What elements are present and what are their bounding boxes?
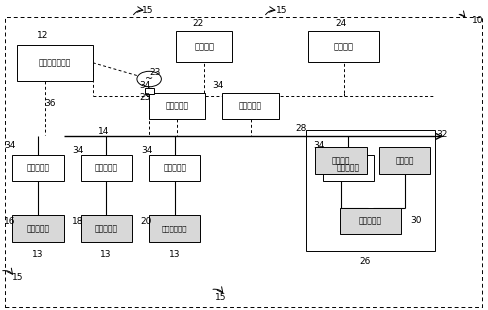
Text: 20: 20 xyxy=(141,217,152,226)
Bar xyxy=(81,155,132,181)
Text: 电解装置: 电解装置 xyxy=(331,156,349,165)
Text: 12: 12 xyxy=(37,31,48,40)
Bar xyxy=(322,155,373,181)
Text: 13: 13 xyxy=(100,250,112,259)
Text: 15: 15 xyxy=(12,273,24,282)
Text: 34: 34 xyxy=(4,141,15,150)
Text: 14: 14 xyxy=(98,127,109,136)
Bar xyxy=(339,208,400,234)
Text: 15: 15 xyxy=(215,293,226,302)
Bar xyxy=(12,215,63,242)
Text: 工业负载: 工业负载 xyxy=(194,42,214,51)
Text: 25: 25 xyxy=(139,93,150,102)
Text: 18: 18 xyxy=(72,217,84,226)
Text: 氢存储装置: 氢存储装置 xyxy=(358,216,381,225)
Text: 13: 13 xyxy=(168,250,180,259)
Text: 28: 28 xyxy=(295,124,306,133)
Bar xyxy=(81,215,132,242)
Text: 32: 32 xyxy=(436,130,447,140)
Text: 10: 10 xyxy=(471,16,483,25)
Text: 13: 13 xyxy=(32,250,43,259)
Text: 34: 34 xyxy=(212,81,224,90)
Text: 局部控制器: 局部控制器 xyxy=(26,164,49,173)
Bar xyxy=(305,130,434,251)
Text: 微电网控制系统: 微电网控制系统 xyxy=(39,58,71,67)
Text: 30: 30 xyxy=(409,215,421,225)
Text: 局部控制器: 局部控制器 xyxy=(95,164,118,173)
Bar xyxy=(149,155,200,181)
Bar xyxy=(378,147,429,174)
Text: 34: 34 xyxy=(312,141,324,150)
Circle shape xyxy=(137,71,161,87)
Text: ~: ~ xyxy=(145,74,153,84)
Text: 16: 16 xyxy=(4,217,16,226)
Text: 34: 34 xyxy=(141,146,152,155)
Text: 局部控制器: 局部控制器 xyxy=(165,102,188,111)
Text: 局部控制器: 局部控制器 xyxy=(336,164,359,173)
Text: 23: 23 xyxy=(149,68,160,78)
Bar xyxy=(315,147,366,174)
Text: 22: 22 xyxy=(192,19,203,28)
Bar xyxy=(307,31,378,62)
Bar xyxy=(222,93,278,119)
Text: 36: 36 xyxy=(44,99,56,108)
Text: 住宅负载: 住宅负载 xyxy=(333,42,353,51)
Text: 34: 34 xyxy=(139,81,150,90)
Bar xyxy=(144,88,153,94)
Text: 26: 26 xyxy=(359,257,370,267)
Text: 34: 34 xyxy=(72,146,83,155)
Text: 24: 24 xyxy=(334,19,346,28)
Bar xyxy=(17,45,93,81)
Text: 燃料电池: 燃料电池 xyxy=(395,156,413,165)
Text: 局部控制器: 局部控制器 xyxy=(163,164,186,173)
Bar xyxy=(149,93,205,119)
Text: 太阳能发电机: 太阳能发电机 xyxy=(162,225,187,232)
Text: 局部控制器: 局部控制器 xyxy=(239,102,262,111)
Text: 15: 15 xyxy=(276,6,287,16)
Text: 15: 15 xyxy=(142,6,153,16)
Bar xyxy=(149,215,200,242)
Bar xyxy=(12,155,63,181)
Text: 柴油发电机: 柴油发电机 xyxy=(95,224,118,233)
Text: 水力发电机: 水力发电机 xyxy=(26,224,49,233)
Bar xyxy=(176,31,232,62)
